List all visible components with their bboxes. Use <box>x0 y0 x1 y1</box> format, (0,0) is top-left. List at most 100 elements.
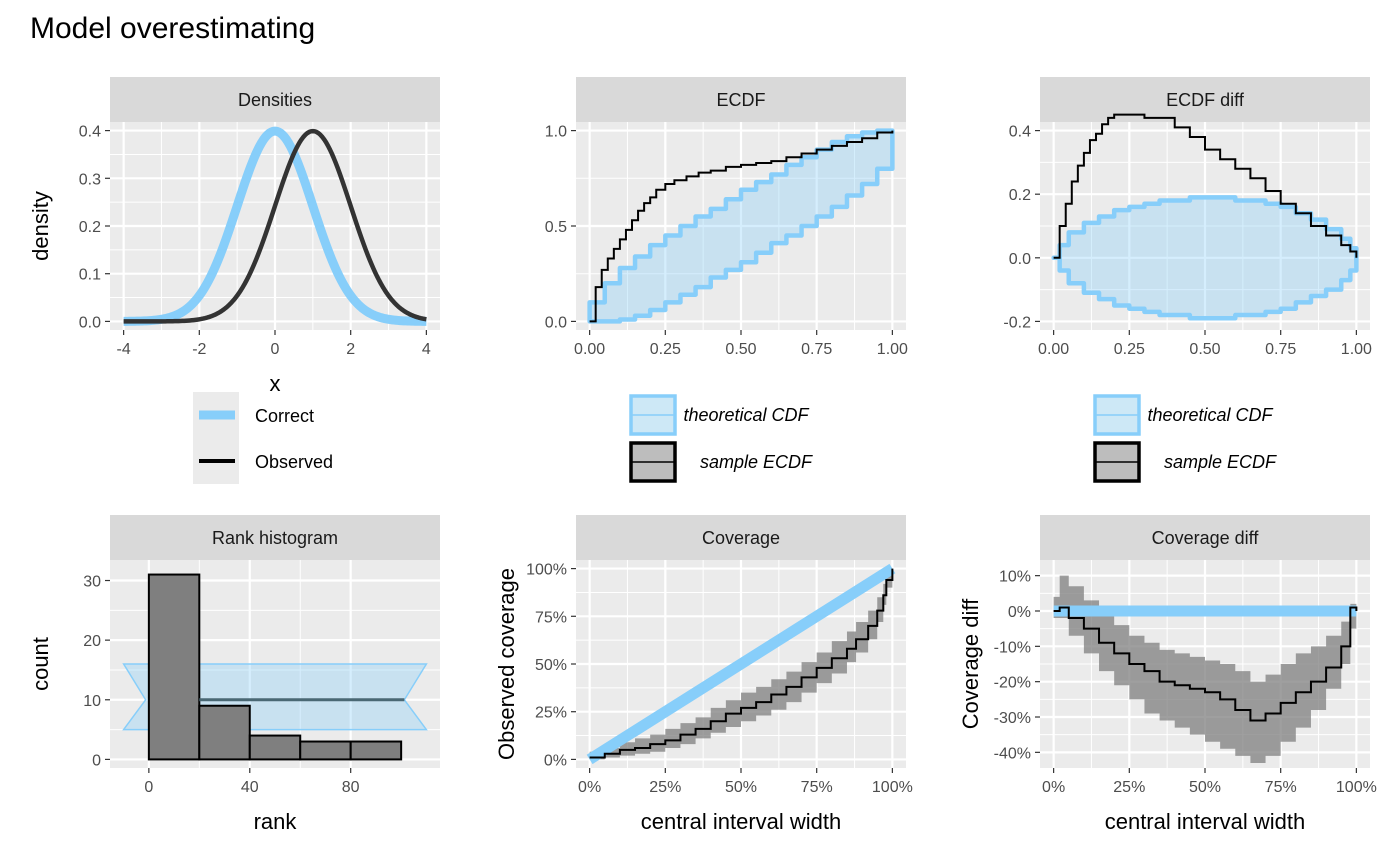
legend-label-correct: Correct <box>255 406 314 426</box>
density-line-correct <box>121 126 429 326</box>
x-tick-label: 1.00 <box>1341 341 1372 358</box>
x-tick-label: 0.25 <box>1114 341 1145 358</box>
y-tick-label: -30% <box>994 710 1031 727</box>
theoretical-band <box>587 128 895 324</box>
legend-densities: Correct Observed <box>193 392 333 484</box>
y-tick-label: -0.2 <box>1003 314 1031 331</box>
x-tick-label: 100% <box>1336 779 1377 796</box>
x-tick-label: 75% <box>801 779 833 796</box>
panel-title: Coverage diff <box>1152 528 1260 548</box>
reference-line <box>586 563 896 765</box>
x-tick-label: 1.00 <box>877 341 908 358</box>
x-tick-label: 25% <box>649 779 681 796</box>
y-tick-label: 0.0 <box>545 314 567 331</box>
x-axis-title: rank <box>254 809 298 834</box>
x-tick-label: 40 <box>241 779 259 796</box>
panel-strip <box>1040 77 1370 122</box>
y-tick-label: 0% <box>544 752 567 769</box>
histogram-bar <box>299 740 352 761</box>
x-tick-label: 0.00 <box>574 341 605 358</box>
panel-4: Rank histogram 0 40 80 0 10 20 30 rank count <box>28 515 440 834</box>
y-tick-label: 0.2 <box>1009 187 1031 204</box>
y-tick-label: 1.0 <box>545 124 567 141</box>
y-tick-label: 0.0 <box>79 314 101 331</box>
y-tick-label: 10% <box>999 569 1031 586</box>
x-tick-label: 0% <box>1042 779 1065 796</box>
x-tick-label: 50% <box>1189 779 1221 796</box>
panel-2: ECDF 0.00 0.25 0.50 0.75 1.00 0.0 0.5 1.0 <box>545 77 908 358</box>
sample-ecdf-line <box>1053 113 1358 259</box>
x-tick-label: 0.75 <box>1265 341 1296 358</box>
observed-coverage-line <box>589 568 894 759</box>
panel-strip <box>576 515 906 560</box>
y-tick-label: 0.5 <box>545 219 567 236</box>
histogram-bar <box>198 704 251 761</box>
panel-title: Rank histogram <box>212 528 338 548</box>
x-tick-label: 0.50 <box>1189 341 1220 358</box>
y-tick-label: -10% <box>994 639 1031 656</box>
panel-title: Densities <box>238 90 312 110</box>
x-tick-label: 50% <box>725 779 757 796</box>
y-tick-label: 25% <box>535 705 567 722</box>
y-tick-label: 0.3 <box>79 171 101 188</box>
panel-6: Coverage diff 0% 25% 50% 75% 100% 10% 0% -10% -20… <box>958 515 1377 834</box>
y-tick-label: 0.1 <box>79 267 101 284</box>
x-tick-label: -2 <box>192 341 206 358</box>
x-tick-label: 25% <box>1113 779 1145 796</box>
x-tick-label: 80 <box>342 779 360 796</box>
y-axis-title: density <box>28 191 53 261</box>
x-axis-title: central interval width <box>1105 809 1306 834</box>
panel-strip <box>1040 515 1370 560</box>
x-tick-label: 0% <box>578 779 601 796</box>
y-tick-label: 0.0 <box>1009 251 1031 268</box>
y-tick-label: 0 <box>92 752 101 769</box>
x-tick-label: 0.75 <box>801 341 832 358</box>
y-tick-label: 100% <box>526 562 567 579</box>
histogram-bar <box>147 573 201 761</box>
y-tick-label: -40% <box>994 745 1031 762</box>
x-tick-label: 0.50 <box>725 341 756 358</box>
legend-label-sample: sample ECDF <box>700 452 813 472</box>
x-tick-label: 2 <box>346 341 355 358</box>
chart-title: Model overestimating <box>30 12 316 45</box>
panel-1: Densities -4 -2 0 2 4 0.0 0.1 0.2 0.3 0.4 x density <box>28 77 440 396</box>
panel-strip <box>110 515 440 560</box>
legend-key-background <box>193 392 239 484</box>
coverage-band <box>1053 575 1357 763</box>
y-tick-label: 0.4 <box>1009 124 1031 141</box>
x-tick-label: 75% <box>1265 779 1297 796</box>
y-tick-label: 0.2 <box>79 219 101 236</box>
legend-ecdf-2: theoretical CDF sample ECDF <box>1093 394 1277 483</box>
x-tick-label: 0 <box>144 779 153 796</box>
observed-coverage-line <box>1053 606 1358 722</box>
panel-5: Coverage 0% 25% 50% 75% 100% 0% 25% 50% 75% 100% ce… <box>494 515 913 834</box>
y-tick-label: 0.4 <box>79 124 101 141</box>
y-tick-label: 10 <box>83 693 101 710</box>
x-tick-label: 0 <box>271 341 280 358</box>
y-axis-title: count <box>28 637 53 691</box>
legend-label-theoretical: theoretical CDF <box>1147 405 1273 425</box>
x-tick-label: 0.25 <box>650 341 681 358</box>
y-tick-label: -20% <box>994 675 1031 692</box>
panel-strip <box>110 77 440 122</box>
x-tick-label: 4 <box>422 341 431 358</box>
y-tick-label: 20 <box>83 633 101 650</box>
panel-title: ECDF diff <box>1166 90 1245 110</box>
panel-title: Coverage <box>702 528 780 548</box>
legend-ecdf-1: theoretical CDF sample ECDF <box>629 394 813 483</box>
panel-strip <box>576 77 906 122</box>
panel-title: ECDF <box>717 90 766 110</box>
density-line-observed <box>123 128 427 324</box>
x-tick-label: -4 <box>117 341 131 358</box>
y-axis-title: Observed coverage <box>494 568 519 760</box>
legend-label-theoretical: theoretical CDF <box>683 405 809 425</box>
histogram-bar <box>248 734 302 761</box>
x-tick-label: 0.00 <box>1038 341 1069 358</box>
legend-label-sample: sample ECDF <box>1164 452 1277 472</box>
panel-3: ECDF diff 0.00 0.25 0.50 0.75 1.00 -0.2 0.0 0.2 0… <box>1003 77 1372 358</box>
sample-ecdf-line <box>589 130 894 323</box>
histogram-bar <box>349 740 403 761</box>
legend-label-observed: Observed <box>255 452 333 472</box>
x-axis-title: x <box>270 371 281 396</box>
